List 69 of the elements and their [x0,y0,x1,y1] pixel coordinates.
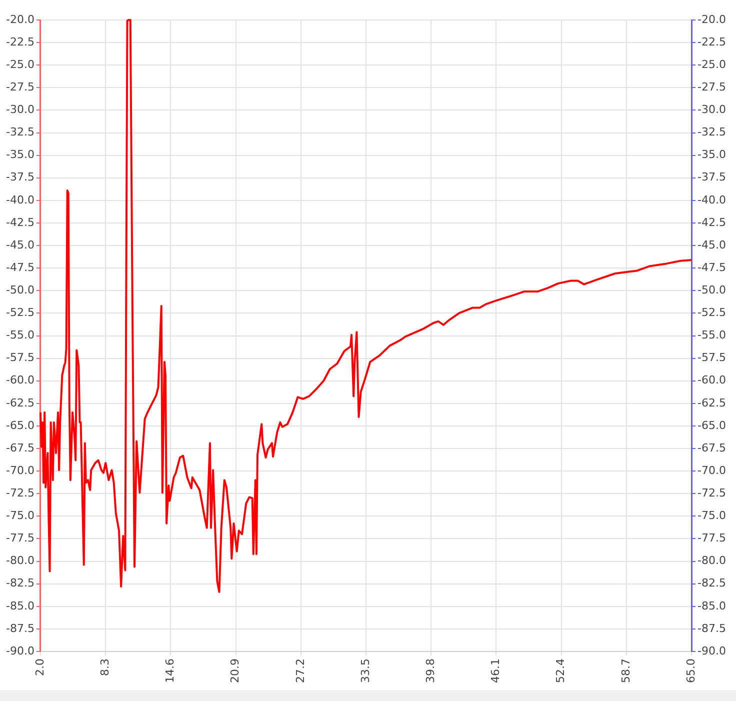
y2-tick-label: -85.0 [698,599,726,612]
y-tick-label: -47.5 [6,260,34,274]
y-tick-label: -30.0 [6,103,34,116]
y2-tick-label: -77.5 [698,532,726,545]
y2-tick-label: -27.5 [698,80,726,94]
y2-tick-label: -47.5 [698,260,726,274]
y-tick-label: -65.0 [6,418,34,432]
x-tick-label: 20.9 [228,658,242,684]
y-tick-label: -90.0 [6,644,34,658]
x-tick-label: 65.0 [684,658,698,684]
y-tick-label: -25.0 [6,58,34,71]
y2-tick-label: -22.5 [698,35,726,48]
y-tick-label: -22.5 [6,35,34,48]
y-tick-label: -42.5 [6,216,34,229]
y2-tick-label: -80.0 [698,554,726,568]
y2-tick-label: -50.0 [698,284,726,297]
y-tick-label: -70.0 [6,464,34,477]
y-tick-label: -75.0 [6,509,34,522]
y-tick-label: -45.0 [6,238,34,252]
y2-tick-label: -20.0 [698,12,726,26]
y2-tick-label: -45.0 [698,238,726,252]
y2-tick-label: -90.0 [698,644,726,658]
y-tick-label: -60.0 [6,374,34,387]
y-tick-label: -87.5 [6,622,34,635]
y2-tick-label: -52.5 [698,306,726,320]
y2-tick-label: -60.0 [698,374,726,387]
y-tick-label: -40.0 [6,193,34,206]
y2-tick-label: -30.0 [698,103,726,116]
x-tick-label: 2.0 [33,658,46,676]
x-tick-label: 39.8 [424,658,437,684]
y-tick-label: -55.0 [6,328,34,342]
y-tick-label: -72.5 [6,486,34,500]
y2-tick-label: -42.5 [698,216,726,229]
y-tick-label: -52.5 [6,306,34,320]
y2-tick-label: -37.5 [698,170,726,184]
y-tick-label: -27.5 [6,80,34,94]
y2-tick-label: -32.5 [698,126,726,139]
y2-tick-label: -72.5 [698,486,726,500]
y-tick-label: -77.5 [6,532,34,545]
y-tick-label: -50.0 [6,284,34,297]
y2-tick-label: -65.0 [698,418,726,432]
y-tick-label: -35.0 [6,148,34,162]
y2-tick-label: -55.0 [698,328,726,342]
y2-tick-label: -35.0 [698,148,726,162]
y2-tick-label: -75.0 [698,509,726,522]
y-tick-label: -85.0 [6,599,34,612]
x-tick-label: 8.3 [98,658,112,676]
x-tick-label: 52.4 [554,658,568,684]
y2-tick-label: -25.0 [698,58,726,71]
x-tick-label: 46.1 [489,658,502,684]
y2-tick-label: -62.5 [698,396,726,410]
y2-tick-label: -40.0 [698,193,726,206]
y2-tick-label: -57.5 [698,351,726,364]
x-tick-label: 27.2 [294,658,307,684]
x-tick-label: 33.5 [358,658,372,684]
y2-tick-label: -82.5 [698,576,726,590]
y-tick-label: -80.0 [6,554,34,568]
x-tick-label: 14.6 [164,658,177,684]
y-tick-label: -82.5 [6,576,34,590]
y-tick-label: -32.5 [6,126,34,139]
y2-tick-label: -67.5 [698,441,726,454]
y2-tick-label: -70.0 [698,464,726,477]
y-tick-label: -37.5 [6,170,34,184]
y2-tick-label: -87.5 [698,622,726,635]
y-tick-label: -20.0 [6,12,34,26]
x-tick-label: 58.7 [619,658,632,684]
y-tick-label: -62.5 [6,396,34,410]
y-tick-label: -67.5 [6,441,34,454]
y-tick-label: -57.5 [6,351,34,364]
